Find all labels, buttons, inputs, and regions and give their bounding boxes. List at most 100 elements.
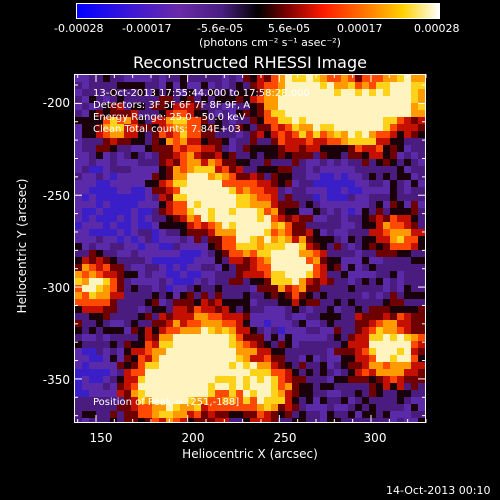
colorbar-tick-label: 5.6e-05 xyxy=(267,22,311,35)
heatmap-cell xyxy=(271,194,279,202)
heatmap-cell xyxy=(355,222,363,230)
heatmap-cell xyxy=(173,390,181,398)
heatmap-cell xyxy=(117,159,125,167)
heatmap-cell xyxy=(362,166,370,174)
heatmap-cell xyxy=(278,117,286,125)
heatmap-cell xyxy=(215,313,223,321)
heatmap-cell xyxy=(320,285,328,293)
heatmap-cell xyxy=(152,166,160,174)
heatmap-cell xyxy=(131,306,139,314)
heatmap-cell xyxy=(117,152,125,160)
heatmap-cell xyxy=(187,243,195,251)
heatmap-cell xyxy=(222,89,230,97)
heatmap-cell xyxy=(103,369,111,377)
heatmap-cell xyxy=(299,75,307,83)
heatmap-cell xyxy=(327,236,335,244)
heatmap-cell xyxy=(320,187,328,195)
heatmap-cell xyxy=(383,131,391,139)
heatmap-cell xyxy=(187,362,195,370)
heatmap-cell xyxy=(362,383,370,391)
heatmap-cell xyxy=(75,376,83,384)
heatmap-cell xyxy=(243,362,251,370)
heatmap-cell xyxy=(152,215,160,223)
heatmap-cell xyxy=(285,334,293,342)
heatmap-cell xyxy=(390,201,398,209)
heatmap-cell xyxy=(82,208,90,216)
heatmap-cell xyxy=(229,383,237,391)
heatmap-cell xyxy=(152,194,160,202)
heatmap-cell xyxy=(264,236,272,244)
heatmap-cell xyxy=(257,397,265,405)
heatmap-cell xyxy=(89,96,97,104)
colorbar-tick-label: 0.00017 xyxy=(337,22,383,35)
heatmap-cell xyxy=(418,278,425,286)
heatmap-cell xyxy=(187,180,195,188)
heatmap-cell xyxy=(271,341,279,349)
heatmap-cell xyxy=(159,341,167,349)
heatmap-cell xyxy=(313,180,321,188)
heatmap-cell xyxy=(320,306,328,314)
heatmap-cell xyxy=(75,362,83,370)
heatmap-cell xyxy=(285,103,293,111)
heatmap-cell xyxy=(362,306,370,314)
heatmap-cell xyxy=(404,411,412,419)
heatmap-cell xyxy=(173,96,181,104)
heatmap-cell xyxy=(355,411,363,419)
heatmap-cell xyxy=(75,334,83,342)
heatmap-cell xyxy=(215,418,223,422)
heatmap-cell xyxy=(194,124,202,132)
heatmap-cell xyxy=(355,180,363,188)
heatmap-cell xyxy=(180,327,188,335)
heatmap-cell xyxy=(250,376,258,384)
heatmap-cell xyxy=(320,397,328,405)
heatmap-cell xyxy=(390,180,398,188)
heatmap-cell xyxy=(229,124,237,132)
heatmap-cell xyxy=(110,411,118,419)
heatmap-cell xyxy=(75,278,83,286)
heatmap-cell xyxy=(194,397,202,405)
heatmap-cell xyxy=(250,299,258,307)
heatmap-cell xyxy=(348,117,356,125)
heatmap-cell xyxy=(131,152,139,160)
heatmap-cell xyxy=(390,138,398,146)
heatmap-cell xyxy=(152,320,160,328)
heatmap-cell xyxy=(201,313,209,321)
heatmap-cell xyxy=(313,89,321,97)
heatmap-cell xyxy=(397,334,405,342)
heatmap-cell xyxy=(82,369,90,377)
heatmap-cell xyxy=(82,383,90,391)
y-tick-label: -250 xyxy=(42,189,70,203)
heatmap-cell xyxy=(411,159,419,167)
heatmap-cell xyxy=(215,110,223,118)
heatmap-cell xyxy=(306,208,314,216)
heatmap-cell xyxy=(131,334,139,342)
heatmap-cell xyxy=(194,285,202,293)
heatmap-cell xyxy=(369,173,377,181)
heatmap-cell xyxy=(236,208,244,216)
heatmap-cell xyxy=(264,166,272,174)
heatmap-cell xyxy=(222,194,230,202)
heatmap-cell xyxy=(222,362,230,370)
heatmap-cell xyxy=(355,341,363,349)
heatmap-cell xyxy=(355,96,363,104)
heatmap-cell xyxy=(187,117,195,125)
heatmap-cell xyxy=(180,243,188,251)
heatmap-cell xyxy=(131,313,139,321)
heatmap-cell xyxy=(201,369,209,377)
heatmap-cell xyxy=(103,418,111,422)
heatmap-cell xyxy=(152,145,160,153)
heatmap-cell xyxy=(327,110,335,118)
heatmap-cell xyxy=(383,166,391,174)
heatmap-cell xyxy=(201,82,209,90)
heatmap-cell xyxy=(96,320,104,328)
heatmap-cell xyxy=(173,138,181,146)
heatmap-cell xyxy=(285,376,293,384)
heatmap-cell xyxy=(173,299,181,307)
heatmap-cell xyxy=(355,355,363,363)
heatmap-cell xyxy=(131,117,139,125)
heatmap-cell xyxy=(96,327,104,335)
heatmap-cell xyxy=(215,320,223,328)
heatmap-cell xyxy=(292,89,300,97)
heatmap-cell xyxy=(264,222,272,230)
heatmap-cell xyxy=(278,278,286,286)
